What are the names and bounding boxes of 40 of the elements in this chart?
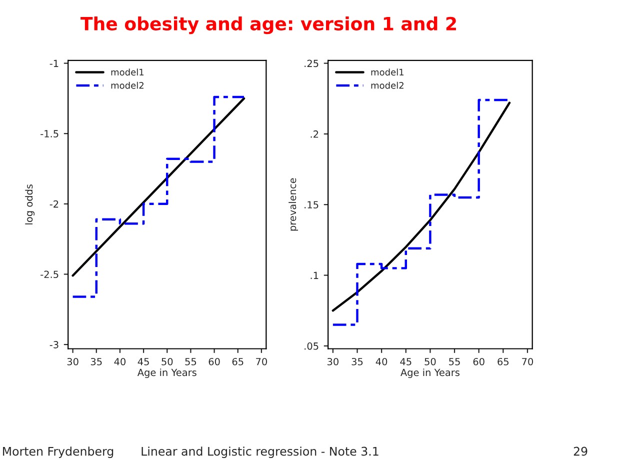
x-tick-label: 70 [256, 358, 267, 366]
legend-label: model1 [111, 68, 144, 76]
x-tick-label: 40 [114, 358, 126, 366]
x-tick-label: 55 [185, 358, 196, 366]
x-axis-title: Age in Years [400, 368, 460, 378]
y-tick-label: .1 [310, 272, 318, 279]
x-tick-label: 45 [400, 358, 412, 366]
y-tick-label: -2.5 [40, 270, 58, 278]
y-axis-title: prevalence [288, 178, 298, 231]
x-tick-label: 35 [90, 358, 102, 366]
text: Linear and Logistic regression - Note 3.1 [142, 446, 378, 458]
y-tick-label: -2 [50, 200, 58, 208]
x-tick-label: 65 [232, 358, 244, 366]
x-tick-label: 60 [473, 358, 484, 366]
legend-label: model2 [371, 82, 404, 89]
x-axis-title: Age in Years [137, 368, 196, 378]
y-tick-label: .05 [304, 342, 318, 350]
y-tick-label: -3 [50, 341, 58, 348]
y-tick-label: -1.5 [40, 130, 58, 138]
chart-title: The obesity and age: version 1 and 2 [80, 16, 456, 34]
y-tick-label: -1 [50, 60, 58, 67]
x-tick-label: 45 [138, 358, 149, 366]
x-tick-label: 60 [208, 358, 220, 366]
x-tick-label: 30 [327, 358, 338, 366]
text: Morten Frydenberg [3, 446, 114, 458]
y-tick-label: .2 [310, 130, 318, 138]
x-tick-label: 50 [162, 358, 173, 366]
y-tick-label: .25 [304, 60, 318, 68]
x-tick-label: 30 [67, 358, 78, 366]
x-tick-label: 55 [449, 358, 460, 366]
x-tick-label: 35 [352, 358, 363, 366]
legend-label: model2 [111, 82, 144, 89]
x-tick-label: 70 [522, 358, 534, 366]
y-axis-title: log odds [25, 184, 35, 224]
x-tick-label: 40 [376, 358, 388, 366]
y-tick-label: .15 [304, 201, 318, 208]
x-tick-label: 65 [498, 358, 508, 366]
text: 29 [574, 446, 588, 456]
x-tick-label: 50 [424, 358, 436, 366]
legend-label: model1 [371, 68, 404, 76]
